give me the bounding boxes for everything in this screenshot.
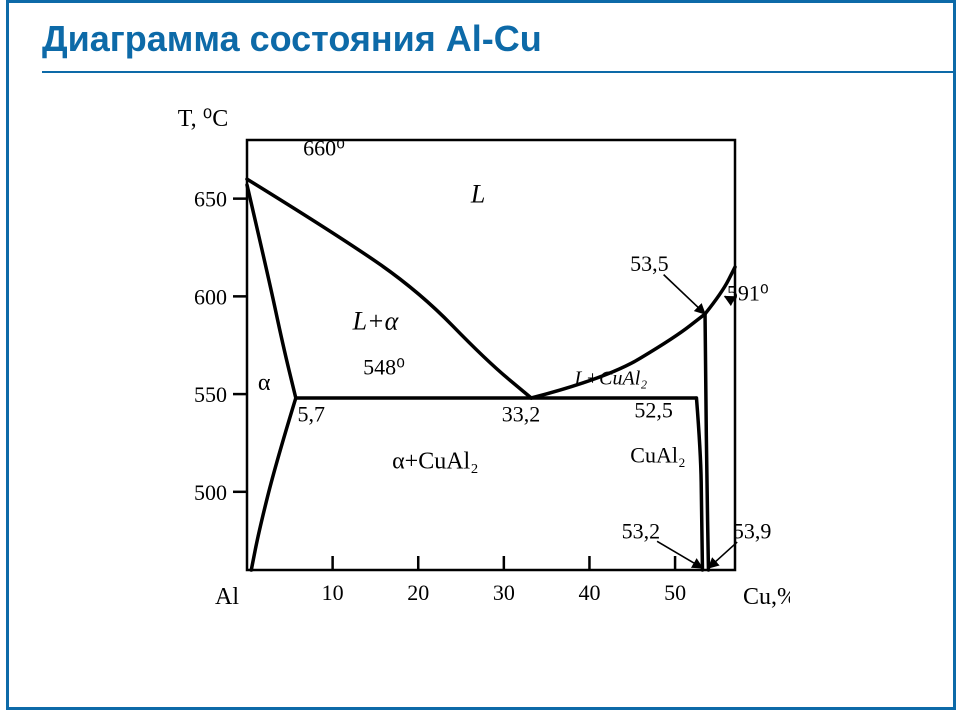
svg-text:40: 40 [578, 580, 600, 605]
svg-text:600: 600 [194, 284, 227, 309]
phase-diagram: 500 550 600 650 T, ⁰C 10 20 30 40 50 Al Cu,% L L+α α α+… [150, 95, 790, 635]
svg-text:53,5: 53,5 [630, 251, 669, 276]
svg-text:550: 550 [194, 382, 227, 407]
svg-text:53,2: 53,2 [622, 519, 661, 544]
svg-text:5,7: 5,7 [297, 401, 325, 426]
svg-text:T, ⁰C: T, ⁰C [178, 106, 229, 132]
svg-text:660⁰: 660⁰ [303, 136, 345, 161]
svg-text:CuAl₂: CuAl₂ [630, 443, 685, 468]
svg-text:548⁰: 548⁰ [363, 355, 405, 380]
phase-diagram-svg: 500 550 600 650 T, ⁰C 10 20 30 40 50 Al Cu,% L L+α α α+… [150, 95, 790, 635]
svg-text:α+CuAl₂: α+CuAl₂ [392, 448, 478, 474]
svg-text:30: 30 [493, 580, 515, 605]
svg-text:L+CuAl₂: L+CuAl₂ [574, 367, 648, 389]
svg-text:L: L [470, 180, 485, 209]
svg-text:33,2: 33,2 [502, 401, 541, 426]
svg-text:52,5: 52,5 [634, 398, 673, 423]
svg-text:50: 50 [664, 580, 686, 605]
svg-text:α: α [258, 370, 271, 396]
svg-text:500: 500 [194, 480, 227, 505]
svg-text:L+α: L+α [352, 307, 400, 336]
svg-text:591⁰: 591⁰ [727, 280, 769, 305]
svg-text:Cu,%: Cu,% [743, 584, 790, 610]
svg-text:650: 650 [194, 187, 227, 212]
svg-text:Al: Al [215, 584, 239, 610]
slide: Диаграмма состояния Al-Cu 500550600650T,… [0, 0, 960, 720]
svg-text:53,9: 53,9 [733, 519, 772, 544]
svg-text:20: 20 [407, 580, 429, 605]
svg-text:10: 10 [322, 580, 344, 605]
